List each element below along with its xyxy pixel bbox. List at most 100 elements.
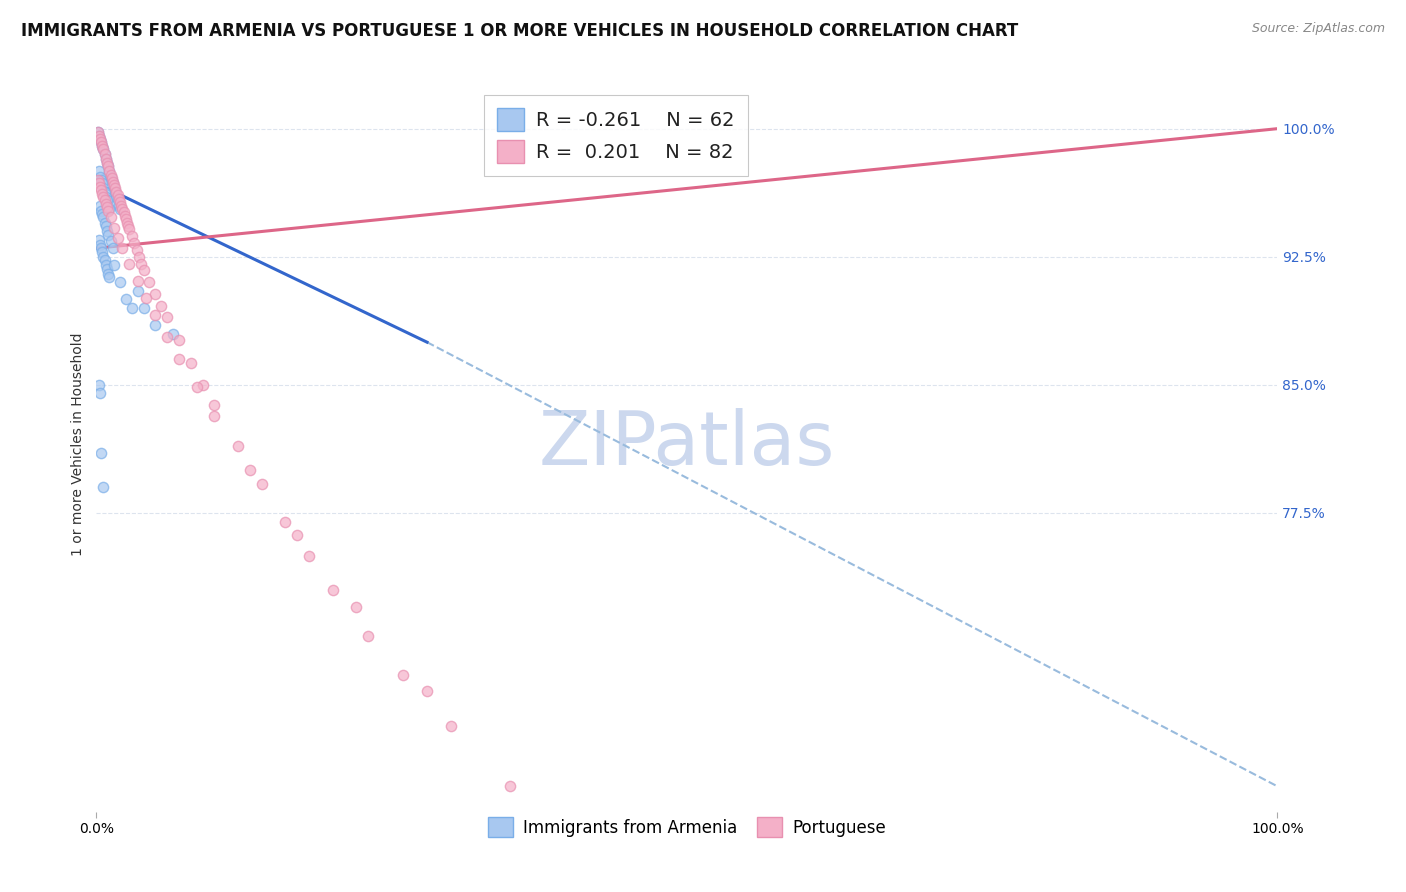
Point (100, 211, 122, 225)
Point (94, 219, 117, 233)
Point (498, 779, 520, 793)
Point (97, 203, 120, 218)
Point (93, 480, 115, 494)
Point (285, 528, 308, 542)
Point (93, 185, 115, 199)
Point (121, 301, 143, 315)
Point (103, 178, 125, 192)
Point (107, 231, 129, 245)
Point (344, 599, 367, 614)
Text: Source: ZipAtlas.com: Source: ZipAtlas.com (1251, 22, 1385, 36)
Point (93, 250, 115, 264)
Point (89, 237, 111, 252)
Point (98, 202, 121, 216)
Point (108, 195, 131, 210)
Point (440, 719, 463, 733)
Point (132, 301, 155, 315)
Point (117, 219, 139, 233)
Point (100, 171, 122, 186)
Point (127, 274, 149, 288)
Point (104, 181, 127, 195)
Point (87, 377, 110, 392)
Point (103, 181, 125, 195)
Point (138, 276, 160, 290)
Point (90, 203, 112, 218)
Point (87, 128, 110, 143)
Point (107, 194, 129, 208)
Point (93, 147, 115, 161)
Point (122, 236, 145, 251)
Point (416, 683, 439, 698)
Point (93, 190, 115, 204)
Point (89, 132, 111, 146)
Point (145, 308, 167, 322)
Point (90, 241, 112, 255)
Point (104, 185, 127, 199)
Point (129, 257, 152, 271)
Point (91, 138, 114, 153)
Point (127, 284, 149, 298)
Point (93, 142, 115, 156)
Point (91, 186, 114, 201)
Point (96, 194, 118, 208)
Point (115, 293, 138, 307)
Text: IMMIGRANTS FROM ARMENIA VS PORTUGUESE 1 OR MORE VEHICLES IN HOUSEHOLD CORRELATIO: IMMIGRANTS FROM ARMENIA VS PORTUGUESE 1 … (21, 22, 1018, 40)
Point (91, 177, 114, 191)
Point (97, 227, 120, 242)
Point (97, 198, 120, 212)
Point (89, 179, 111, 194)
Point (250, 477, 273, 491)
Point (96, 156, 118, 170)
Point (186, 379, 208, 393)
Point (86, 125, 108, 139)
Point (150, 299, 173, 313)
Point (98, 164, 121, 178)
Point (94, 197, 117, 211)
Point (93, 211, 115, 225)
Point (103, 258, 125, 272)
Point (112, 205, 135, 219)
Point (156, 310, 179, 324)
Point (392, 668, 415, 682)
Point (87, 164, 110, 178)
Point (101, 175, 124, 189)
Point (135, 291, 157, 305)
Point (593, 881, 616, 892)
Point (105, 185, 128, 199)
Point (191, 377, 214, 392)
Point (111, 202, 134, 216)
Point (107, 188, 129, 202)
Point (89, 132, 111, 146)
Point (322, 582, 344, 597)
Point (93, 181, 115, 195)
Point (94, 153, 117, 167)
Point (89, 386, 111, 401)
Point (86, 125, 108, 139)
Point (91, 244, 114, 259)
Point (105, 190, 128, 204)
Point (96, 156, 118, 170)
Point (93, 216, 115, 230)
Point (107, 192, 129, 206)
Point (121, 229, 143, 244)
Point (132, 263, 155, 277)
Point (167, 352, 190, 367)
Point (90, 173, 112, 187)
Point (87, 177, 110, 191)
Point (91, 138, 114, 153)
Y-axis label: 1 or more Vehicles in Household: 1 or more Vehicles in Household (72, 333, 86, 557)
Point (226, 439, 249, 453)
Point (100, 168, 122, 182)
Point (98, 164, 121, 178)
Point (204, 409, 226, 423)
Point (239, 463, 262, 477)
Point (115, 212, 138, 227)
Point (128, 250, 150, 264)
Point (145, 287, 167, 301)
Point (97, 267, 120, 281)
Point (87, 128, 110, 143)
Point (86, 173, 108, 187)
Point (94, 258, 117, 272)
Point (100, 173, 122, 187)
Point (125, 243, 148, 257)
